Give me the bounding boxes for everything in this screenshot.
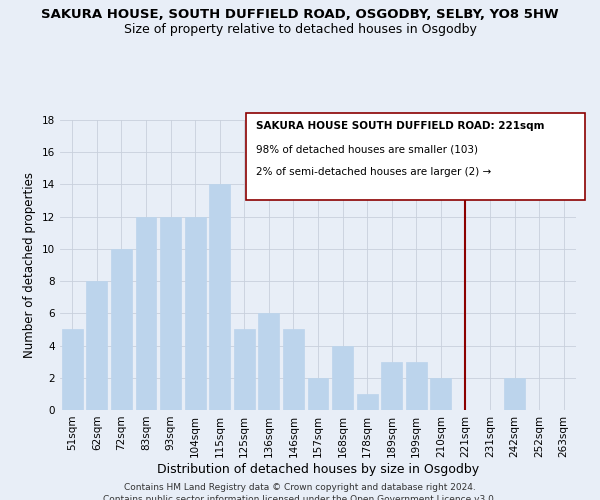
Bar <box>356 394 377 410</box>
Bar <box>504 378 525 410</box>
Bar <box>185 216 206 410</box>
Text: 2% of semi-detached houses are larger (2) →: 2% of semi-detached houses are larger (2… <box>256 167 491 177</box>
Bar <box>234 330 255 410</box>
X-axis label: Distribution of detached houses by size in Osgodby: Distribution of detached houses by size … <box>157 462 479 475</box>
Text: Size of property relative to detached houses in Osgodby: Size of property relative to detached ho… <box>124 22 476 36</box>
Text: SAKURA HOUSE, SOUTH DUFFIELD ROAD, OSGODBY, SELBY, YO8 5HW: SAKURA HOUSE, SOUTH DUFFIELD ROAD, OSGOD… <box>41 8 559 20</box>
Bar <box>86 281 107 410</box>
Bar <box>209 184 230 410</box>
Bar <box>308 378 328 410</box>
Bar <box>406 362 427 410</box>
Bar <box>160 216 181 410</box>
Text: SAKURA HOUSE SOUTH DUFFIELD ROAD: 221sqm: SAKURA HOUSE SOUTH DUFFIELD ROAD: 221sqm <box>256 121 545 131</box>
Bar <box>259 314 280 410</box>
Bar <box>111 249 132 410</box>
Bar <box>62 330 83 410</box>
Bar <box>381 362 402 410</box>
Bar <box>283 330 304 410</box>
Bar <box>332 346 353 410</box>
Bar <box>430 378 451 410</box>
Y-axis label: Number of detached properties: Number of detached properties <box>23 172 37 358</box>
Text: Contains public sector information licensed under the Open Government Licence v3: Contains public sector information licen… <box>103 495 497 500</box>
Text: Contains HM Land Registry data © Crown copyright and database right 2024.: Contains HM Land Registry data © Crown c… <box>124 484 476 492</box>
Bar <box>136 216 157 410</box>
Text: 98% of detached houses are smaller (103): 98% of detached houses are smaller (103) <box>256 144 478 154</box>
